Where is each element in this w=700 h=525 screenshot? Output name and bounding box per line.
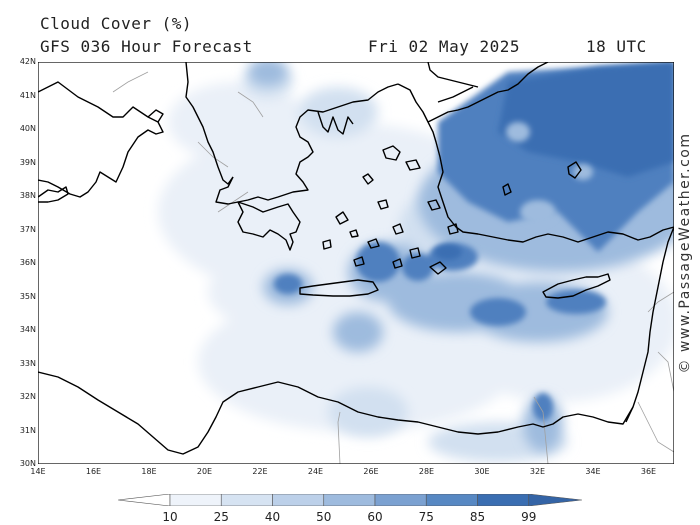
legend-tick-label: 40 <box>264 510 281 524</box>
lon-tick-label: 32E <box>529 467 546 476</box>
legend-swatch <box>425 494 478 506</box>
legend-tick-label: 75 <box>418 510 434 524</box>
coastlines <box>38 62 674 455</box>
legend-tick-label: 50 <box>316 510 332 524</box>
lat-tick-label: 34N <box>19 325 36 334</box>
lat-tick-label: 32N <box>19 392 36 401</box>
lat-tick-label: 37N <box>19 224 36 234</box>
legend-swatch <box>220 494 273 506</box>
lon-tick-label: 28E <box>418 467 435 476</box>
lon-tick-label: 30E <box>474 467 490 476</box>
lat-tick-label: 38N <box>19 191 36 200</box>
map-title: Cloud Cover (%) <box>40 14 192 33</box>
legend-swatch <box>169 494 222 506</box>
lon-tick-label: 36E <box>640 467 657 476</box>
lon-tick-label: 18E <box>141 467 157 476</box>
lat-tick-label: 36N <box>19 258 36 267</box>
forecast-time: 18 UTC <box>586 37 647 56</box>
copyright-credit: © www.PassageWeather.com <box>677 132 693 374</box>
legend-tick-label: 10 <box>162 510 178 524</box>
lat-tick-label: 35N <box>19 291 36 301</box>
lon-tick-label: 24E <box>307 467 324 476</box>
legend-tick-label: 99 <box>521 510 537 524</box>
legend-swatch <box>477 494 530 506</box>
cloud-field <box>38 62 674 464</box>
model-label: GFS 036 Hour Forecast <box>40 37 253 56</box>
legend-swatch <box>272 494 325 506</box>
lat-tick-label: 31N <box>19 425 36 435</box>
legend-tick-label: 25 <box>213 510 229 524</box>
lat-tick-label: 42N <box>19 57 36 66</box>
lat-tick-label: 33N <box>19 358 36 368</box>
lon-tick-label: 20E <box>196 467 213 476</box>
lat-tick-label: 39N <box>19 157 36 167</box>
legend-arrow-low <box>118 494 171 506</box>
lon-tick-label: 22E <box>252 467 268 476</box>
color-scale-legend <box>118 494 582 506</box>
lon-tick-label: 16E <box>85 467 102 476</box>
lon-tick-label: 26E <box>363 467 379 476</box>
country-borders <box>112 71 674 464</box>
legend-arrow-high <box>528 494 582 506</box>
cloud-cover-map <box>38 62 674 464</box>
lon-tick-label: 14E <box>30 467 46 476</box>
legend-tick-label: 85 <box>469 510 486 524</box>
legend-swatch <box>323 494 376 506</box>
legend-tick-label: 60 <box>367 510 383 524</box>
lat-tick-label: 30N <box>19 459 36 468</box>
lon-tick-label: 34E <box>585 467 601 476</box>
forecast-date: Fri 02 May 2025 <box>368 37 520 56</box>
legend-swatch <box>374 494 427 506</box>
lat-tick-label: 41N <box>19 90 36 100</box>
lat-tick-label: 40N <box>19 124 36 133</box>
